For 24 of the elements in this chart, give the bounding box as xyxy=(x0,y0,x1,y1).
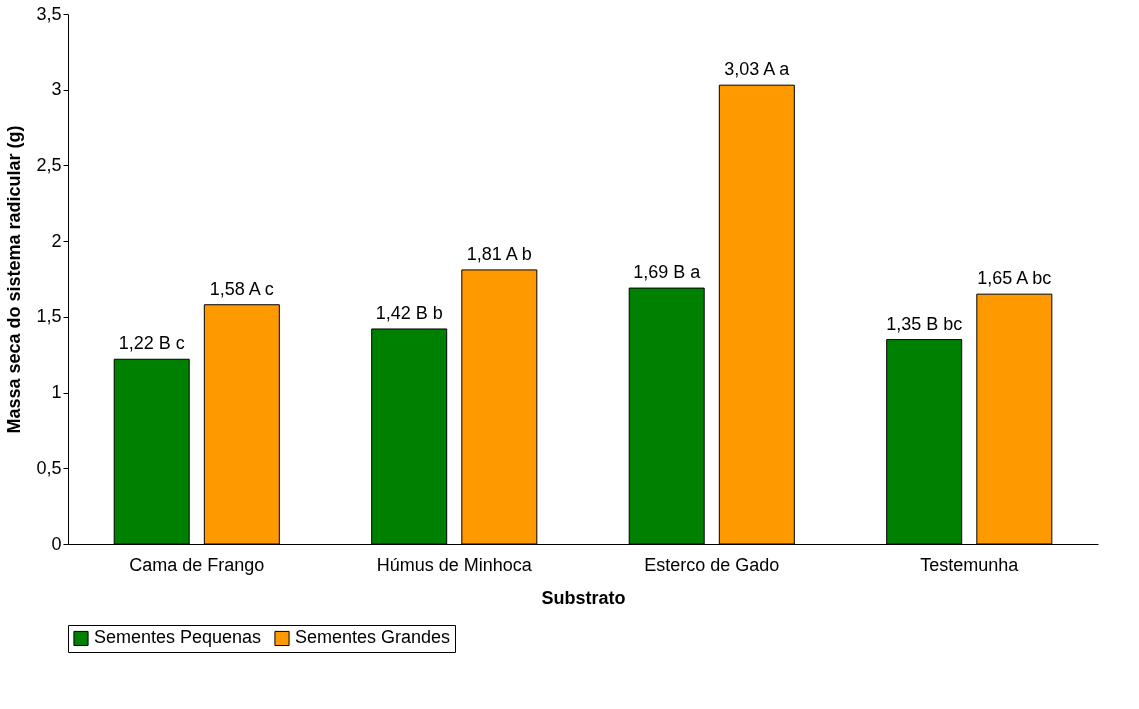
data-label: 1,81 A b xyxy=(466,243,532,264)
data-label: 1,65 A bc xyxy=(977,268,1052,289)
data-label: 1,69 B a xyxy=(633,262,702,283)
x-axis-title: Substrato xyxy=(541,587,626,608)
legend-label: Sementes Pequenas xyxy=(94,627,262,648)
x-tick-label: Cama de Frango xyxy=(129,554,265,575)
y-tick-label: 2 xyxy=(51,230,62,251)
x-tick-label: Esterco de Gado xyxy=(644,554,780,575)
data-label: 1,58 A c xyxy=(209,278,274,299)
data-label: 1,35 B bc xyxy=(886,313,963,334)
y-tick-label: 1 xyxy=(51,382,62,403)
legend-label: Sementes Grandes xyxy=(295,627,451,648)
y-tick-label: 3 xyxy=(51,79,62,100)
x-tick-label: Testemunha xyxy=(920,554,1020,575)
y-tick-label: 1,5 xyxy=(36,306,62,327)
data-label: 1,22 B c xyxy=(118,333,185,354)
y-tick-label: 2,5 xyxy=(36,154,62,175)
data-label: 3,03 A a xyxy=(724,59,791,80)
data-label: 1,42 B b xyxy=(375,302,443,323)
y-tick-label: 3,5 xyxy=(36,3,62,24)
y-tick-label: 0,5 xyxy=(36,457,62,478)
y-axis-title: Massa seca do sistema radicular (g) xyxy=(4,125,25,434)
y-tick-label: 0 xyxy=(51,533,62,554)
x-tick-label: Húmus de Minhoca xyxy=(376,554,533,575)
